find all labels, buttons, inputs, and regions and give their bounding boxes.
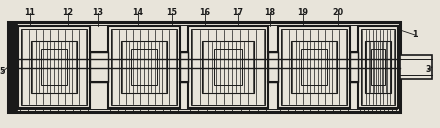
- Text: 18: 18: [264, 8, 275, 17]
- Bar: [268, 52, 278, 82]
- Bar: [202, 41, 253, 93]
- Bar: [111, 29, 177, 105]
- Text: 19: 19: [297, 8, 308, 17]
- Bar: [31, 41, 77, 93]
- Bar: [131, 49, 157, 85]
- Text: 20: 20: [333, 8, 344, 17]
- Text: 1: 1: [412, 30, 418, 39]
- Text: 3: 3: [425, 65, 431, 74]
- Bar: [180, 52, 188, 82]
- Bar: [291, 41, 337, 93]
- Bar: [371, 49, 385, 85]
- Bar: [90, 52, 108, 82]
- Bar: [365, 41, 391, 93]
- Text: 15: 15: [166, 8, 177, 17]
- Text: 13: 13: [92, 8, 103, 17]
- Bar: [188, 26, 268, 108]
- Bar: [278, 26, 350, 108]
- Bar: [41, 49, 67, 85]
- Bar: [8, 22, 17, 112]
- Bar: [301, 49, 327, 85]
- Text: 17: 17: [232, 8, 243, 17]
- Bar: [191, 29, 265, 105]
- Bar: [11, 25, 397, 109]
- Bar: [21, 29, 87, 105]
- Bar: [108, 26, 180, 108]
- Bar: [8, 22, 400, 112]
- Bar: [213, 49, 242, 85]
- Text: 12: 12: [62, 8, 73, 17]
- Text: 5: 5: [0, 67, 5, 76]
- Bar: [350, 52, 358, 82]
- Text: 16: 16: [199, 8, 210, 17]
- Text: 11: 11: [25, 8, 36, 17]
- Bar: [361, 29, 395, 105]
- Bar: [400, 55, 432, 79]
- Bar: [281, 29, 347, 105]
- Text: 14: 14: [132, 8, 143, 17]
- Bar: [18, 26, 90, 108]
- Bar: [121, 41, 167, 93]
- Bar: [358, 26, 398, 108]
